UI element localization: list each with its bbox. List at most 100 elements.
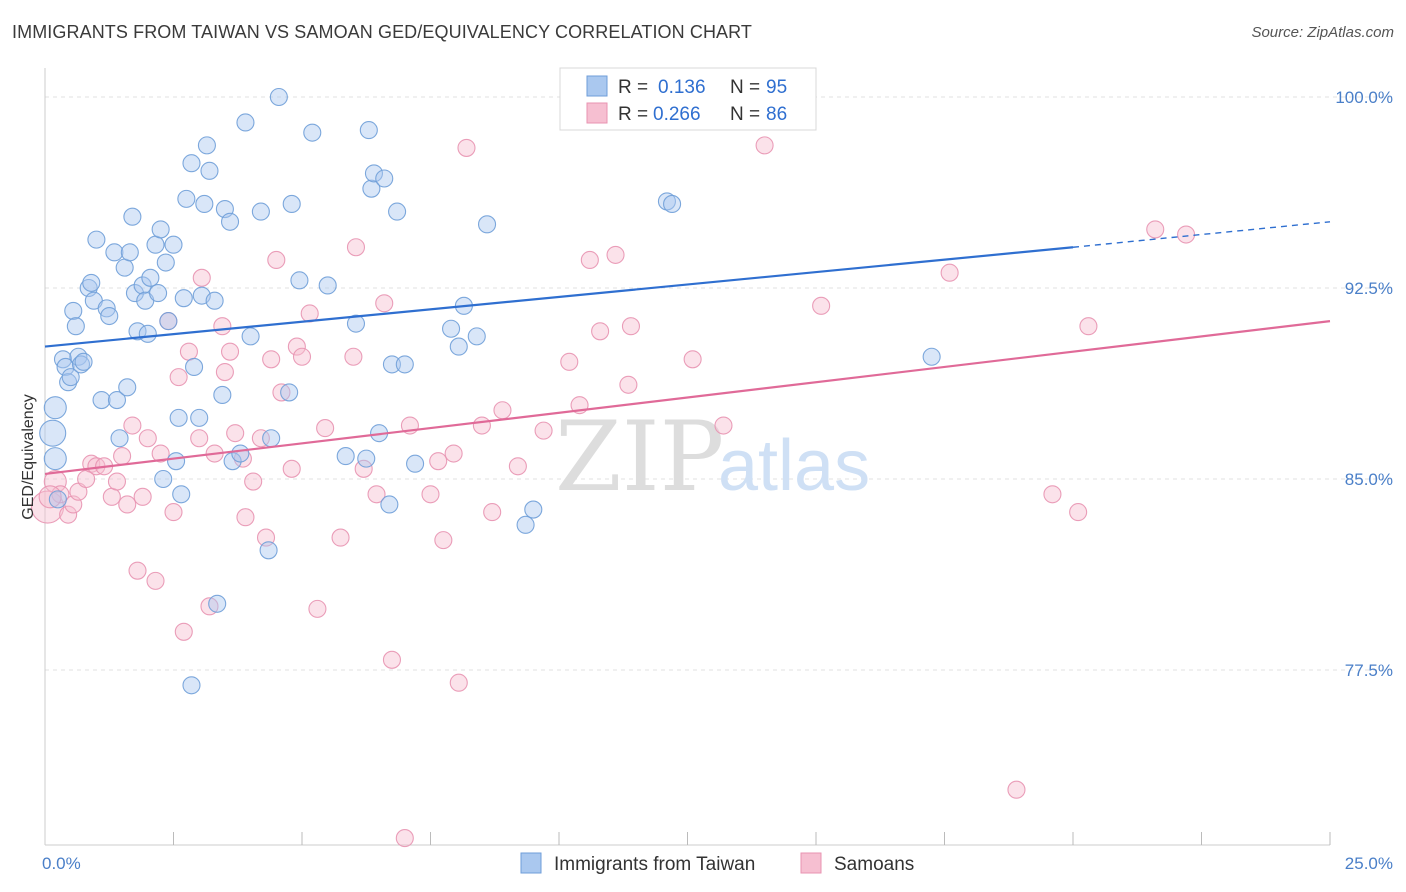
taiwan-point-25 xyxy=(120,243,139,262)
samoans-trend-line xyxy=(44,320,1331,475)
taiwan-point-32 xyxy=(141,268,160,287)
taiwan-point-81 xyxy=(395,355,414,374)
taiwan-point-46 xyxy=(185,357,204,376)
samoans-point-34 xyxy=(236,508,255,527)
taiwan-point-36 xyxy=(154,469,173,489)
samoans-point-59 xyxy=(444,444,463,463)
taiwan-point-19 xyxy=(100,306,119,326)
samoans-point-71 xyxy=(606,245,625,264)
taiwan-point-79 xyxy=(382,355,402,374)
taiwan-point-0 xyxy=(39,419,67,447)
legend-n-value-taiwan: 95 xyxy=(766,77,787,98)
taiwan-point-22 xyxy=(110,429,129,448)
samoans-point-14 xyxy=(123,416,142,435)
samoans-point-29 xyxy=(213,317,232,336)
taiwan-point-5 xyxy=(56,357,75,376)
samoans-point-78 xyxy=(940,263,959,282)
taiwan-point-43 xyxy=(174,289,193,308)
samoans-point-40 xyxy=(272,383,291,402)
samoans-point-73 xyxy=(621,317,641,336)
taiwan-point-67 xyxy=(290,271,309,290)
taiwan-point-78 xyxy=(380,495,399,514)
taiwan-point-17 xyxy=(92,391,111,410)
samoans-point-49 xyxy=(346,238,366,257)
x-tick-label-1: 25.0% xyxy=(1345,854,1393,873)
taiwan-point-24 xyxy=(118,378,137,397)
x-tick-label-0: 0.0% xyxy=(42,854,81,873)
samoans-point-76 xyxy=(755,136,774,155)
taiwan-point-59 xyxy=(236,113,255,132)
taiwan-point-20 xyxy=(105,243,124,262)
samoans-point-45 xyxy=(308,599,327,618)
taiwan-point-28 xyxy=(128,322,147,341)
taiwan-point-49 xyxy=(195,194,214,214)
taiwan-point-56 xyxy=(220,212,240,231)
samoans-point-12 xyxy=(113,447,132,466)
taiwan-point-84 xyxy=(449,337,468,356)
taiwan-point-21 xyxy=(107,391,127,410)
series-taiwan-points xyxy=(39,87,941,695)
taiwan-point-80 xyxy=(388,202,407,221)
samoans-point-67 xyxy=(560,352,579,371)
taiwan-point-63 xyxy=(262,429,281,448)
taiwan-point-71 xyxy=(346,314,366,333)
taiwan-point-12 xyxy=(74,352,93,371)
samoans-point-60 xyxy=(449,673,468,692)
samoans-point-47 xyxy=(331,528,350,547)
samoans-point-53 xyxy=(382,650,402,669)
taiwan-point-6 xyxy=(59,373,78,392)
samoans-point-13 xyxy=(118,495,137,514)
samoans-point-69 xyxy=(580,250,599,270)
samoans-point-62 xyxy=(472,416,491,435)
samoans-point-51 xyxy=(367,485,386,504)
taiwan-point-88 xyxy=(516,515,535,534)
legend-r-value-taiwan: 0.136 xyxy=(658,77,706,98)
taiwan-point-77 xyxy=(375,169,394,188)
series-legend: Immigrants from Taiwan Samoans xyxy=(520,852,914,875)
samoans-point-38 xyxy=(262,350,281,369)
taiwan-point-58 xyxy=(231,444,250,463)
taiwan-point-31 xyxy=(138,324,157,343)
samoans-point-48 xyxy=(344,347,363,366)
taiwan-point-82 xyxy=(406,454,425,473)
legend-r-label-samoans: R = xyxy=(618,104,648,125)
taiwan-point-54 xyxy=(213,385,232,405)
samoans-point-22 xyxy=(169,368,188,387)
samoans-point-24 xyxy=(179,342,198,361)
legend-n-label-samoans: N = xyxy=(730,104,760,125)
taiwan-point-2 xyxy=(43,396,67,420)
samoans-point-70 xyxy=(591,322,610,341)
samoans-point-39 xyxy=(267,250,286,270)
taiwan-point-87 xyxy=(477,215,497,234)
samoans-point-83 xyxy=(1146,220,1165,239)
stats-legend: R = 0.136 N = 95 R = 0.266 N = 86 xyxy=(559,67,817,131)
samoans-point-36 xyxy=(251,429,270,448)
samoans-point-15 xyxy=(128,561,147,580)
taiwan-point-50 xyxy=(197,136,216,155)
y-tick-label-0: 100.0% xyxy=(1335,88,1393,107)
samoans-point-82 xyxy=(1079,317,1098,336)
taiwan-point-70 xyxy=(336,447,355,466)
taiwan-point-26 xyxy=(123,207,142,226)
samoans-point-74 xyxy=(683,350,702,369)
samoans-point-63 xyxy=(483,503,502,522)
taiwan-point-69 xyxy=(318,276,337,295)
taiwan-point-64 xyxy=(269,87,288,107)
samoans-point-35 xyxy=(244,472,263,491)
samoans-point-54 xyxy=(395,829,414,848)
taiwan-point-3 xyxy=(48,490,67,509)
taiwan-point-75 xyxy=(364,164,384,183)
taiwan-point-1 xyxy=(43,447,67,471)
x-axis-tick-labels: 0.0% 25.0% xyxy=(42,854,1393,873)
bottom-legend-swatch-taiwan xyxy=(520,852,542,874)
y-tick-label-1: 92.5% xyxy=(1345,279,1393,298)
taiwan-point-16 xyxy=(87,230,106,249)
series-samoans-points xyxy=(31,136,1196,848)
y-axis-title: GED/Equivalency xyxy=(20,394,37,519)
chart-title: IMMIGRANTS FROM TAIWAN VS SAMOAN GED/EQU… xyxy=(12,22,753,42)
taiwan-point-47 xyxy=(190,408,209,427)
samoans-point-46 xyxy=(316,419,335,438)
samoans-point-32 xyxy=(226,424,245,443)
taiwan-point-38 xyxy=(159,312,178,331)
